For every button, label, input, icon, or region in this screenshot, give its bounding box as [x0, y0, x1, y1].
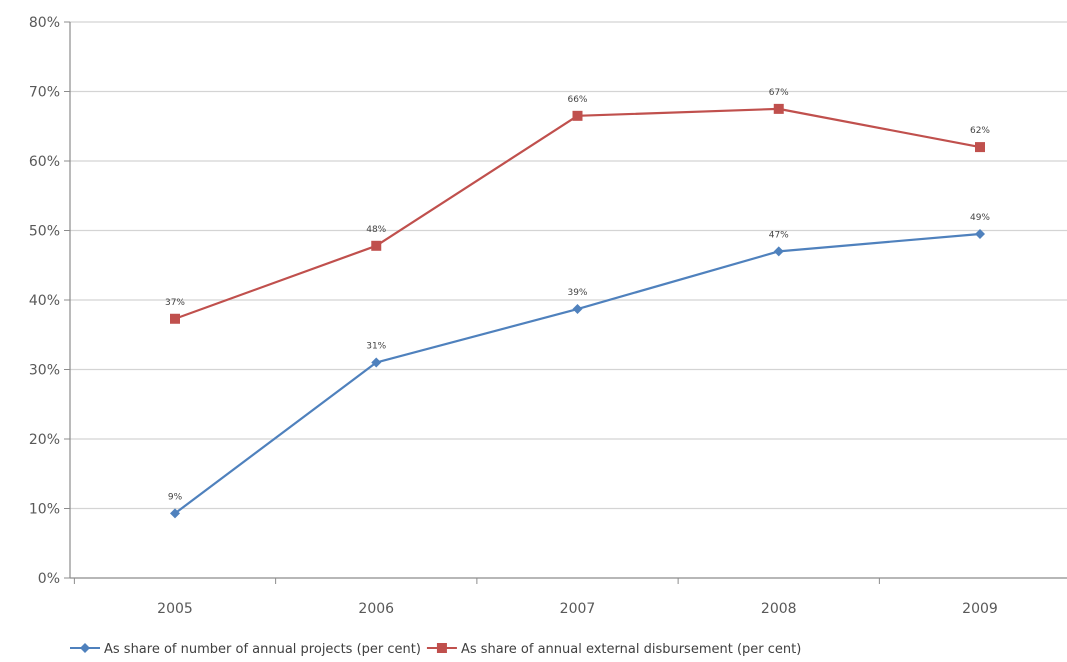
series-layer: [170, 103, 985, 519]
x-tick-label: 2006: [358, 601, 394, 617]
series-2-data-label: 62%: [970, 126, 990, 136]
y-tick-label: 20%: [29, 432, 60, 448]
legend-marker-2: [436, 643, 447, 653]
legend-label-2: As share of annual external disbursement…: [461, 642, 801, 657]
series-1-point: [371, 357, 382, 368]
x-tick-label: 2008: [761, 601, 797, 617]
series-1-point: [170, 508, 180, 519]
series-2-point: [975, 142, 985, 153]
series-1-data-label: 39%: [567, 288, 587, 298]
series-1-data-label: 49%: [970, 213, 990, 223]
series-2-data-label: 37%: [165, 298, 185, 308]
series-1-point: [975, 228, 985, 239]
x-tick-label: 2009: [962, 601, 998, 617]
series-1-data-label: 47%: [769, 230, 789, 240]
x-tick-label: 2005: [157, 601, 193, 617]
legend: As share of number of annual projects (p…: [70, 642, 801, 657]
series-2-point: [773, 103, 784, 114]
y-tick-label: 0%: [38, 571, 60, 587]
series-2-data-label: 67%: [769, 88, 789, 98]
data-labels: 9% 31% 39% 47% 49% 37% 48% 66% 67% 62%: [165, 88, 990, 502]
axes: 0% 10% 20% 30% 40% 50% 60% 70% 80% 2005 2006 2007 20…: [29, 15, 1067, 617]
x-tick-label: 2007: [560, 601, 596, 617]
legend-marker-1: [80, 643, 90, 653]
y-tick-label: 50%: [29, 224, 60, 240]
series-2-point: [371, 240, 382, 251]
series-1-data-label: 31%: [366, 342, 386, 352]
y-tick-label: 80%: [29, 15, 60, 31]
series-1-point: [572, 304, 583, 315]
series-2-data-label: 48%: [366, 225, 386, 235]
series-2-point: [170, 313, 180, 324]
y-tick-label: 30%: [29, 363, 60, 379]
series-1-data-label: 9%: [168, 492, 183, 502]
series-2-point: [572, 110, 583, 121]
y-tick-label: 70%: [29, 85, 60, 101]
gridlines: [70, 21, 1067, 510]
y-tick-label: 40%: [29, 293, 60, 309]
legend-label-1: As share of number of annual projects (p…: [104, 642, 421, 657]
series-2-data-label: 66%: [567, 95, 587, 105]
y-tick-label: 10%: [29, 502, 60, 518]
series-1-point: [773, 246, 784, 257]
y-tick-label: 60%: [29, 154, 60, 170]
